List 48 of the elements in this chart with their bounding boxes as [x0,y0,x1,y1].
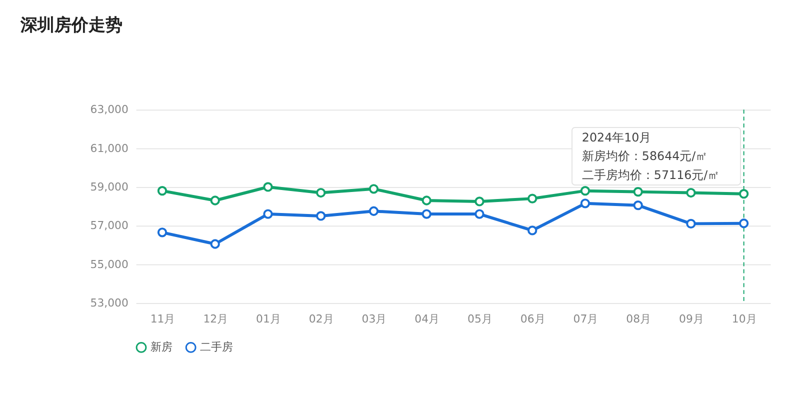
annotation: 2024年10月 [582,130,652,144]
point [263,182,273,192]
x-tick-label: 09月 [679,312,704,326]
point [157,228,168,238]
y-tick-label: 57,000 [90,219,128,232]
y-tick-label: 55,000 [90,258,128,271]
legend-label: 二手房 [200,340,234,354]
point [157,186,168,196]
legend-label: 新房 [150,340,173,354]
x-tick-label: 01月 [256,312,281,326]
x-tick-label: 03月 [362,312,387,326]
point [580,198,590,208]
point [633,200,643,210]
point [633,186,643,197]
x-tick-label: 06月 [520,312,546,326]
x-tick-label: 11月 [150,312,176,326]
point [210,239,220,249]
point [316,211,326,221]
x-tick-label: 02月 [308,312,334,326]
x-tick-label: 10月 [732,312,757,326]
point [738,218,749,228]
point [686,218,696,229]
point [528,226,538,236]
chart-title: 深圳房价走势 [19,14,122,34]
point [422,209,432,219]
point [474,196,484,206]
point [368,206,379,216]
x-tick-label: 04月 [414,312,440,326]
point [422,196,432,206]
point [210,196,220,206]
point [580,186,590,196]
annotation: 二手房均价：57116元/㎡ [582,168,720,182]
point [316,188,326,198]
y-tick-label: 61,000 [90,142,128,155]
x-tick-label: 12月 [203,312,228,326]
point [368,184,379,194]
y-tick-label: 59,000 [90,180,128,194]
point [263,209,273,219]
x-tick-label: 05月 [468,312,492,326]
x-tick-label: 08月 [626,312,652,326]
point [474,209,484,219]
point [686,188,696,198]
y-tick-label: 63,000 [90,103,128,116]
y-tick-label: 53,000 [90,296,128,310]
x-tick-label: 07月 [573,312,598,326]
point [738,189,749,199]
annotation: 新房均价：58644元/㎡ [582,149,708,164]
point [528,194,538,204]
